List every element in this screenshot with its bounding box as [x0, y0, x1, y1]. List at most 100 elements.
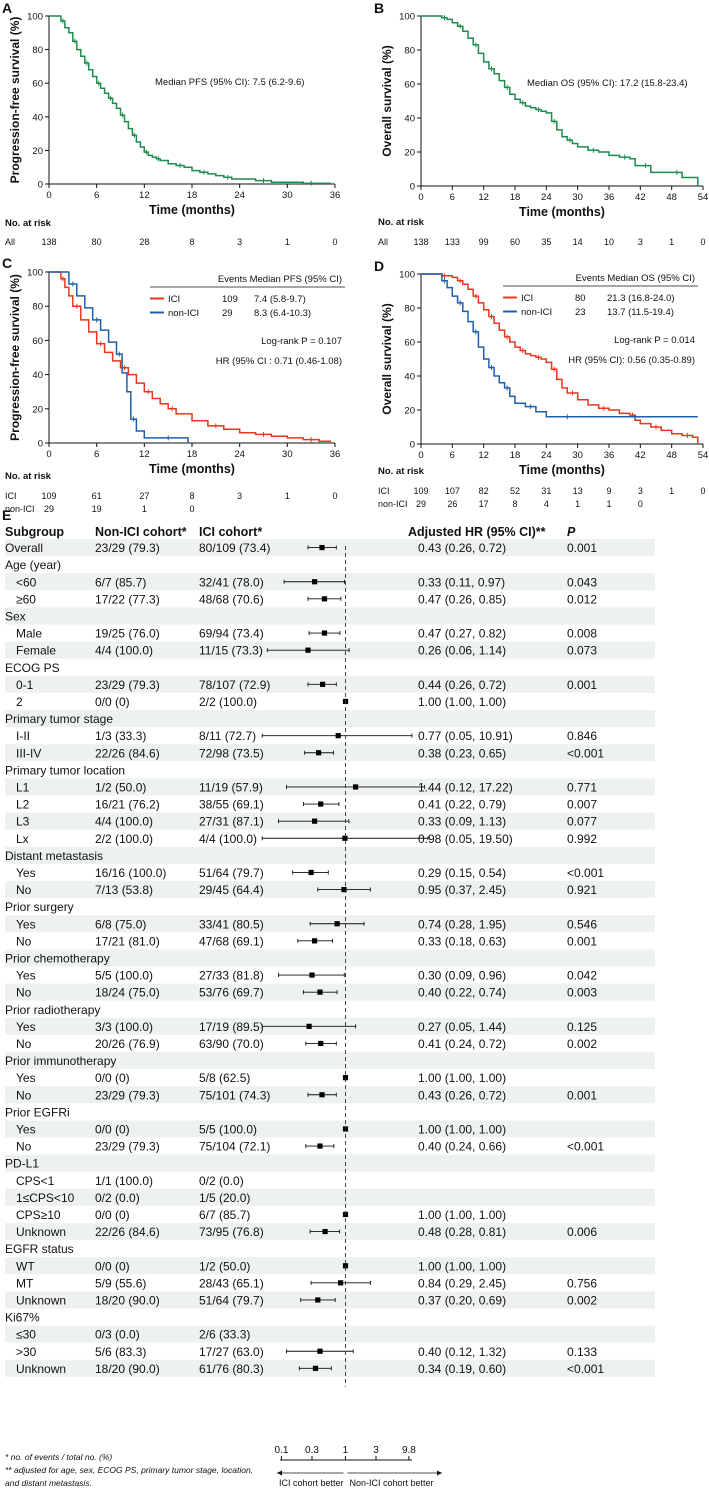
ici-value: 11/15 (73.3): [199, 644, 263, 658]
stat-line: HR (95% CI): 0.56 (0.35-0.89): [568, 355, 695, 366]
subgroup-label: Lx: [16, 832, 29, 846]
risk-count: 1: [142, 504, 147, 514]
panel-letter: B: [374, 0, 384, 16]
non-ici-value: 16/21 (76.2): [95, 798, 160, 812]
risk-table-title: No. at risk: [378, 217, 425, 228]
x-tick-label: 0: [418, 192, 423, 203]
non-ici-value: 4/4 (100.0): [95, 815, 153, 829]
hr-point: [317, 989, 323, 995]
x-axis-label: Time (months): [519, 463, 605, 477]
hr-value: 1.44 (0.12, 17.22): [418, 780, 513, 794]
hr-value: 0.84 (0.29, 2.45): [418, 1276, 506, 1290]
ici-value: 17/19 (89.5): [199, 1020, 264, 1034]
ici-value: 38/55 (69.1): [199, 798, 264, 812]
non-ici-value: 2/2 (100.0): [95, 832, 153, 846]
category-label: Prior EGFRi: [5, 1105, 70, 1119]
hr-point: [318, 801, 324, 807]
x-tick-label: 12: [139, 190, 150, 201]
y-tick-label: 80: [32, 302, 43, 313]
subgroup-label: 2: [16, 695, 23, 709]
hr-value: 0.40 (0.24, 0.66): [418, 1140, 506, 1154]
risk-count: 8: [189, 237, 194, 247]
y-tick-label: 40: [404, 372, 415, 383]
ici-value: 5/8 (62.5): [199, 1071, 250, 1085]
ici-value: 53/76 (69.7): [199, 986, 264, 1000]
subgroup-label: Yes: [16, 917, 36, 931]
category-label: Prior surgery: [5, 900, 74, 914]
x-tick-label: 24: [541, 450, 552, 461]
x-tick-label: 36: [330, 190, 341, 201]
ici-better-label: ICI cohort better: [279, 1478, 344, 1488]
x-tick-label: 54: [698, 450, 709, 461]
km-curve-all: [49, 15, 331, 184]
non-ici-value: 0/0 (0): [95, 1122, 130, 1136]
ici-value: 2/2 (100.0): [199, 695, 257, 709]
non-ici-value: 1/1 (100.0): [95, 1174, 153, 1188]
risk-row-label: ICI: [378, 486, 390, 496]
x-tick-label: 48: [666, 450, 677, 461]
risk-count: 0: [700, 237, 705, 247]
median-annotation: Median PFS (95% CI): 7.5 (6.2-9.6): [155, 77, 304, 88]
legend-header: Events Median PFS (95% CI): [218, 274, 342, 285]
row-shade: [5, 607, 655, 625]
legend-name: non-ICI: [168, 308, 199, 319]
km-curve-non-ici: [421, 273, 698, 418]
risk-count: 107: [445, 486, 460, 496]
x-axis-label: Time (months): [149, 203, 235, 217]
risk-count: 82: [479, 486, 489, 496]
non-ici-value: 18/20 (90.0): [95, 1362, 160, 1376]
ici-value: 28/43 (65.1): [199, 1276, 264, 1290]
p-value: 0.007: [567, 798, 597, 812]
header-p: P: [567, 525, 576, 539]
x-tick-label: 0: [418, 450, 423, 461]
p-value: 0.003: [567, 986, 597, 1000]
forest-x-tick-label: 9.8: [402, 1445, 416, 1456]
non-ici-value: 19/25 (76.0): [95, 627, 160, 641]
subgroup-label: >30: [16, 1345, 37, 1359]
risk-count: 60: [510, 237, 520, 247]
p-value: <0.001: [567, 1140, 604, 1154]
non-ici-value: 5/9 (55.6): [95, 1276, 146, 1290]
hr-value: 1.00 (1.00, 1.00): [418, 1208, 506, 1222]
ici-value: 80/109 (73.4): [199, 541, 270, 555]
hr-point: [315, 1297, 321, 1303]
legend-events: 29: [222, 308, 233, 319]
non-ici-value: 22/26 (84.6): [95, 1225, 160, 1239]
risk-count: 1: [606, 499, 611, 509]
y-axis-label: Overall survival (%): [380, 45, 394, 156]
hr-point: [341, 886, 347, 893]
hr-point: [338, 1280, 344, 1286]
risk-count: 61: [92, 491, 102, 501]
footnote: ** adjusted for age, sex, ECOG PS, prima…: [5, 1465, 253, 1475]
subgroup-label: III-IV: [16, 746, 41, 760]
x-tick-label: 0: [46, 449, 51, 460]
hr-point: [308, 869, 314, 876]
subgroup-label: Yes: [16, 1071, 36, 1085]
header-hr: Adjusted HR (95% CI)**: [408, 525, 546, 539]
ici-value: 69/94 (73.4): [199, 627, 264, 641]
hr-point: [322, 1228, 328, 1235]
ici-value: 11/19 (57.9): [199, 780, 263, 794]
forest-x-tick-label: 3: [373, 1445, 379, 1456]
risk-row-label: ICI: [5, 491, 17, 501]
ici-value: 1/2 (50.0): [199, 1259, 250, 1273]
p-value: 0.133: [567, 1345, 597, 1359]
ici-value: 73/95 (76.8): [199, 1225, 264, 1239]
p-value: <0.001: [567, 866, 604, 880]
hr-value: 0.47 (0.27, 0.82): [418, 627, 506, 641]
subgroup-label: Yes: [16, 969, 36, 983]
risk-count: 0: [332, 237, 337, 247]
subgroup-label: No: [16, 1037, 32, 1051]
risk-count: 28: [139, 237, 149, 247]
risk-count: 99: [479, 237, 489, 247]
p-value: <0.001: [567, 746, 604, 760]
y-tick-label: 80: [404, 46, 415, 57]
subgroup-label: No: [16, 1140, 32, 1154]
risk-count: 35: [541, 237, 551, 247]
hr-value: 0.38 (0.23, 0.65): [418, 746, 506, 760]
y-tick-label: 40: [404, 114, 415, 125]
hr-value: 1.00 (1.00, 1.00): [418, 1071, 506, 1085]
risk-count: 0: [638, 499, 643, 509]
